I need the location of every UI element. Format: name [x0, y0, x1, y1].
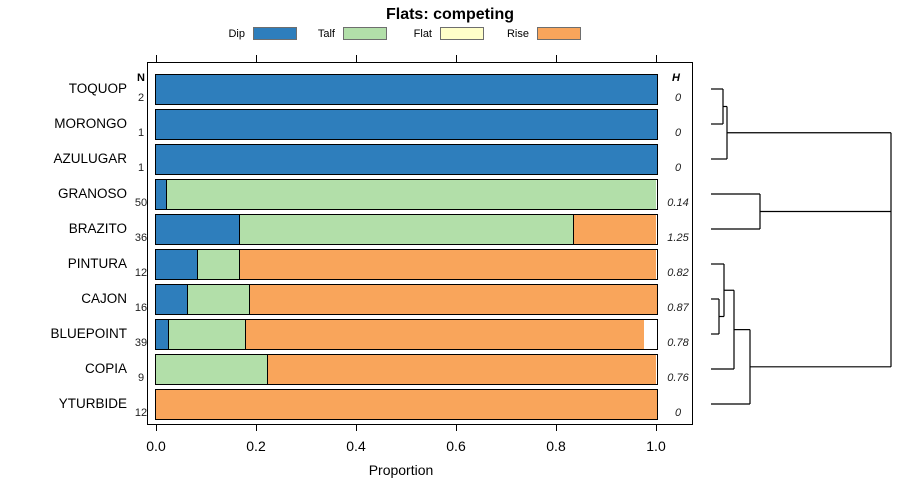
bar-segment-talf: [168, 319, 246, 349]
row-n-value: 1: [137, 127, 145, 139]
axis-tick-label: 0.4: [346, 438, 366, 454]
row-label: BLUEPOINT: [50, 326, 127, 341]
row-h-value: 1.25: [667, 232, 689, 244]
bar-segment-dip: [155, 249, 198, 279]
row-n-value: 50: [134, 197, 148, 209]
row-n-value: 9: [137, 372, 145, 384]
bar-segment-rise: [572, 214, 657, 244]
bar-segment-rise: [245, 319, 644, 349]
axis-tick-top: [156, 55, 157, 62]
axis-tick-top: [656, 55, 657, 62]
bar-granoso: [154, 178, 658, 210]
axis-tick-bottom: [156, 424, 157, 431]
row-h-value: 0.14: [667, 197, 689, 209]
bar-segment-dip: [155, 109, 657, 139]
chart-title: Flats: competing: [385, 6, 514, 23]
bar-cajon: [154, 283, 658, 315]
h-column-header: H: [672, 72, 680, 84]
legend-swatch-dip: [253, 27, 297, 40]
row-h-value: 0: [674, 127, 682, 139]
row-label: YTURBIDE: [58, 396, 127, 411]
axis-tick-label: 0.8: [546, 438, 566, 454]
axis-tick-label: 1.0: [646, 438, 666, 454]
axis-tick-bottom: [656, 424, 657, 431]
row-n-value: 36: [134, 232, 148, 244]
axis-tick-label: 0.0: [146, 438, 166, 454]
bar-azulugar: [154, 143, 658, 175]
legend-swatch-rise: [537, 27, 581, 40]
row-label: TOQUOP: [68, 81, 127, 96]
axis-tick-top: [456, 55, 457, 62]
row-label: AZULUGAR: [53, 151, 127, 166]
bar-morongo: [154, 108, 658, 140]
bar-segment-dip: [155, 319, 169, 349]
n-column-header: N: [137, 72, 145, 84]
row-h-value: 0.82: [667, 267, 689, 279]
bar-segment-rise: [239, 249, 657, 279]
axis-tick-bottom: [356, 424, 357, 431]
bar-segment-talf: [186, 284, 250, 314]
bar-bluepoint: [154, 318, 658, 350]
legend-label: Rise: [506, 28, 529, 40]
legend-swatch-flat: [440, 27, 484, 40]
row-n-value: 1: [137, 162, 145, 174]
axis-tick-label: 0.6: [446, 438, 466, 454]
bar-toquop: [154, 73, 658, 105]
row-label: COPIA: [84, 361, 127, 376]
bar-segment-talf: [197, 249, 239, 279]
bar-segment-talf: [155, 354, 267, 384]
legend-label: Talf: [317, 28, 335, 40]
row-h-value: 0.76: [667, 372, 689, 384]
bar-segment-rise: [155, 389, 657, 419]
plot-box: [147, 62, 693, 425]
bar-segment-dip: [155, 284, 187, 314]
axis-tick-top: [356, 55, 357, 62]
legend-swatch-talf: [343, 27, 387, 40]
bar-segment-dip: [155, 179, 166, 209]
axis-tick-top: [556, 55, 557, 62]
bar-segment-talf: [239, 214, 573, 244]
x-axis-title: Proportion: [368, 462, 434, 478]
bar-yturbide: [154, 388, 658, 420]
row-label: PINTURA: [67, 256, 127, 271]
bar-segment-dip: [155, 144, 657, 174]
axis-tick-bottom: [556, 424, 557, 431]
bar-brazito: [154, 213, 658, 245]
row-n-value: 12: [134, 267, 148, 279]
axis-tick-top: [256, 55, 257, 62]
bar-segment-rise: [249, 284, 657, 314]
legend-label: Flat: [413, 28, 432, 40]
row-h-value: 0: [674, 407, 682, 419]
bar-segment-dip: [155, 214, 240, 244]
row-n-value: 16: [134, 302, 148, 314]
legend-label: Dip: [228, 28, 245, 40]
axis-tick-bottom: [456, 424, 457, 431]
bar-segment-talf: [165, 179, 657, 209]
row-label: CAJON: [81, 291, 127, 306]
row-label: BRAZITO: [68, 221, 127, 236]
row-n-value: 2: [137, 92, 145, 104]
bar-pintura: [154, 248, 658, 280]
axis-tick-bottom: [256, 424, 257, 431]
row-n-value: 39: [134, 337, 148, 349]
axis-tick-label: 0.2: [246, 438, 266, 454]
row-h-value: 0: [674, 92, 682, 104]
bar-copia: [154, 353, 658, 385]
row-label: MORONGO: [54, 116, 127, 131]
bar-segment-rise: [266, 354, 657, 384]
row-h-value: 0.87: [667, 302, 689, 314]
row-h-value: 0.78: [667, 337, 689, 349]
row-h-value: 0: [674, 162, 682, 174]
row-n-value: 12: [134, 407, 148, 419]
bar-segment-dip: [155, 74, 657, 104]
row-label: GRANOSO: [57, 186, 127, 201]
